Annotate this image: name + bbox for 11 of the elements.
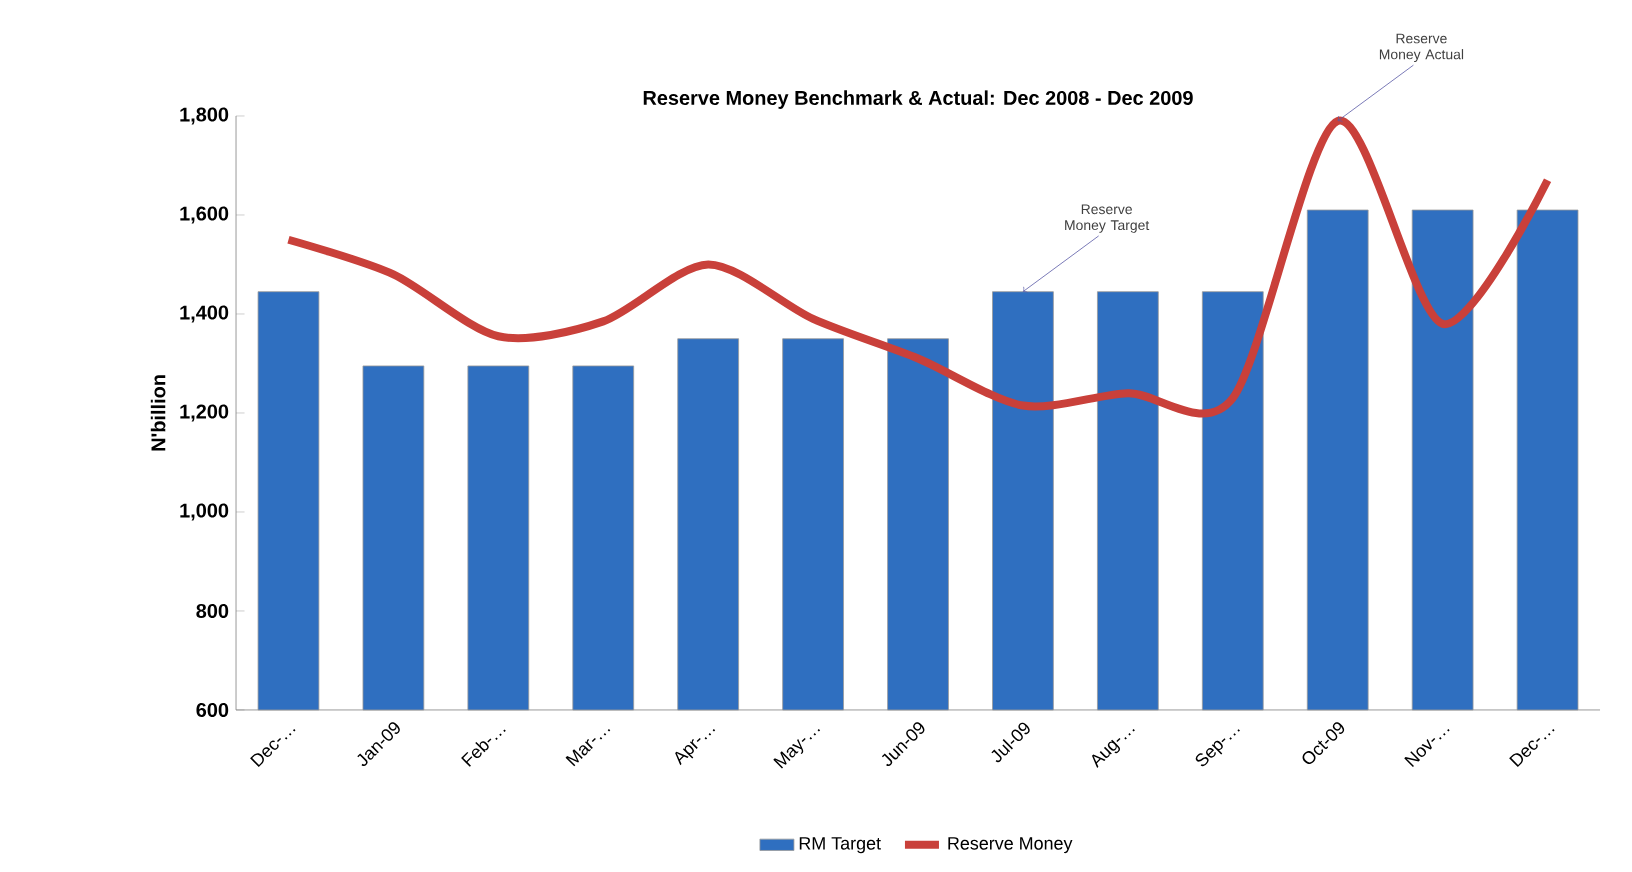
chart-title: Reserve Money Benchmark & Actual: Dec 2008 - Dec 2009 [643,90,1193,109]
y-tick-label: 800 [196,603,229,619]
y-tick-label: 1,000 [180,503,229,521]
y-tick-label: 1,800 [180,107,229,125]
y-tick-label: 1,400 [180,305,229,323]
y-tick-label: 1,200 [180,404,229,422]
y-axis-title: N'billion [150,375,166,451]
legend-label: RM Target [799,837,881,854]
legend-label: Reserve Money [948,837,1073,854]
y-tick-label: 600 [196,702,229,718]
y-tick-label: 1,600 [180,206,229,224]
